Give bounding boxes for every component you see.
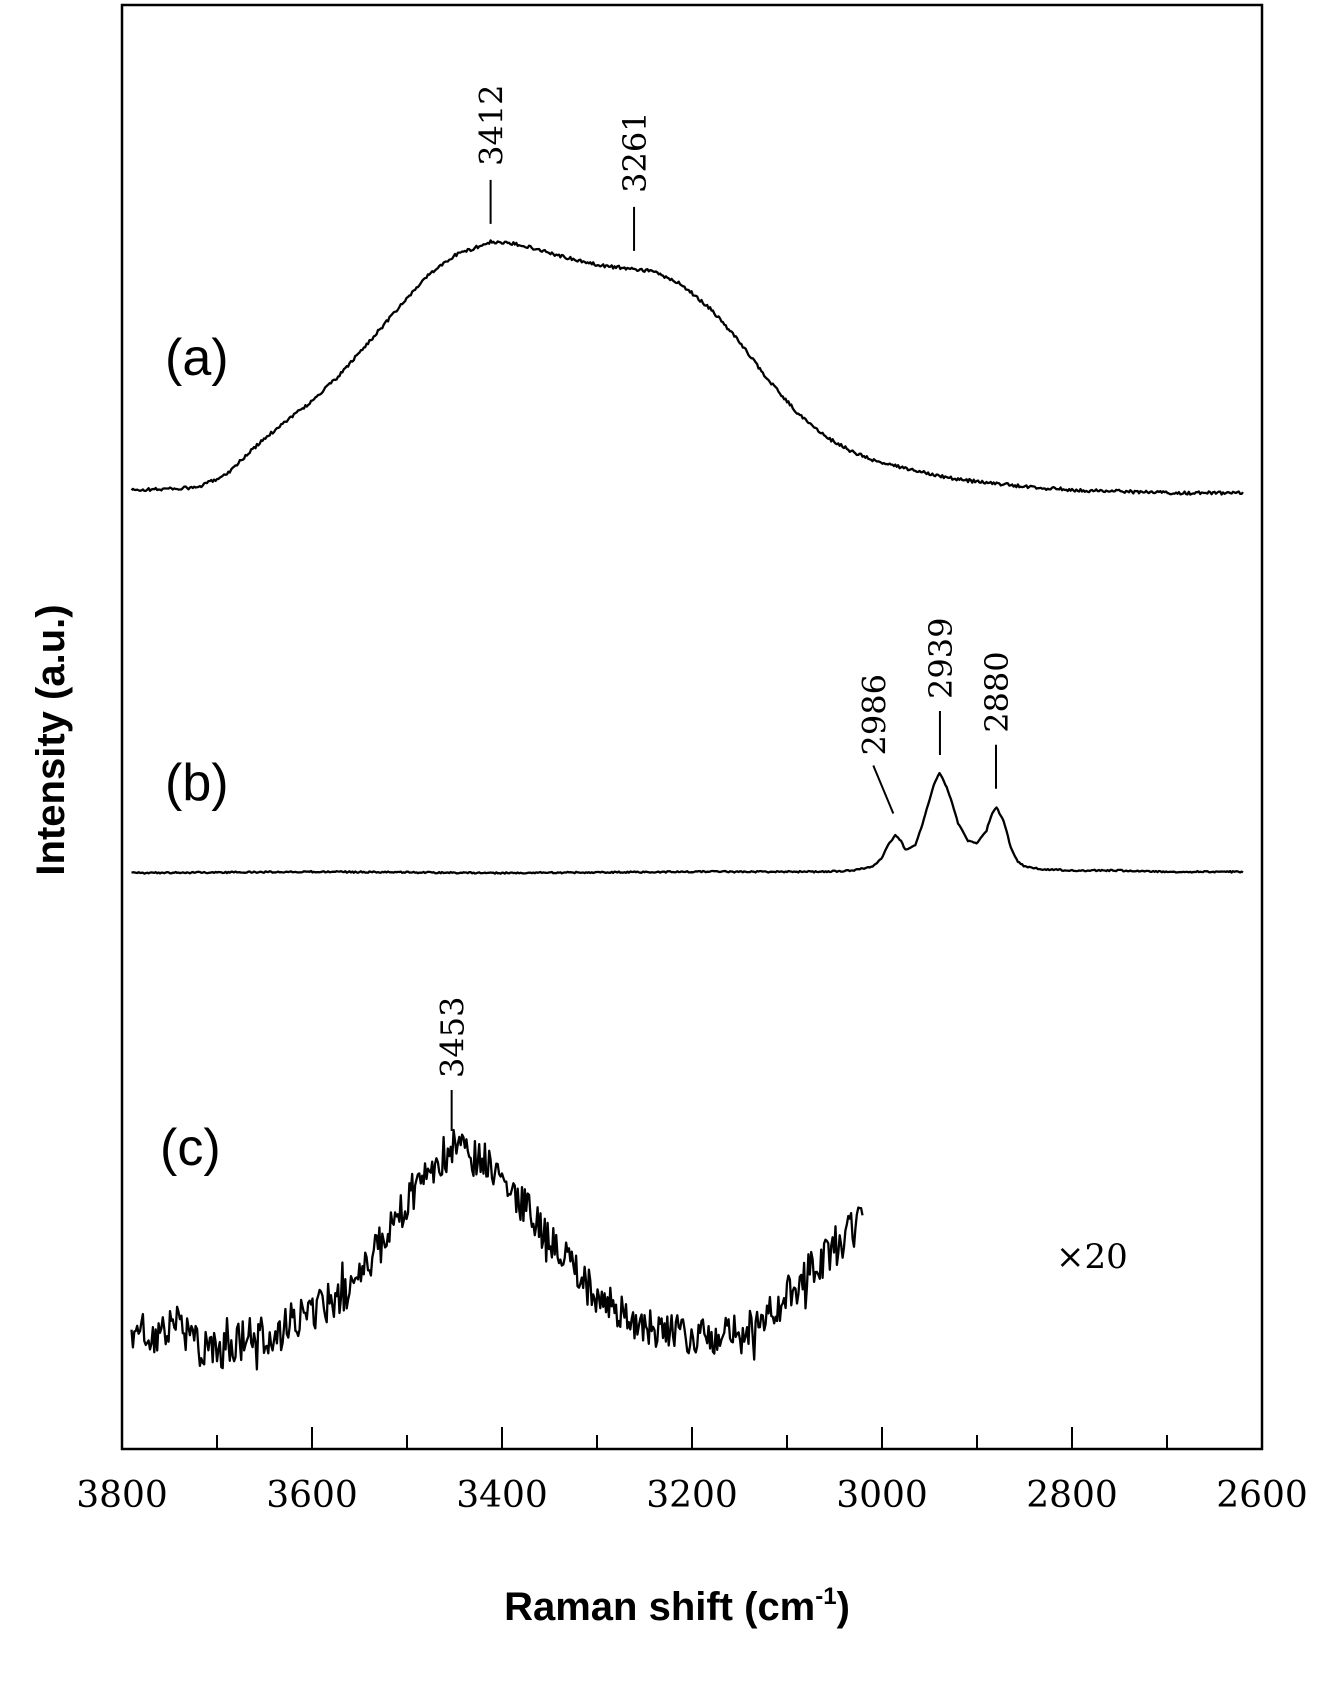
x-tick-label: 3400 <box>456 1475 548 1516</box>
panel-label: (c) <box>160 1119 221 1177</box>
spectrum-trace <box>131 771 1244 875</box>
x-axis-title-main: Raman shift (cm <box>504 1585 815 1629</box>
peak-annotations: 3412 3261 2986 2939 2880 3453 <box>434 84 1016 1131</box>
peak-label: 2986 <box>855 674 893 755</box>
scale-factor-annotation: ×20 <box>1056 1237 1128 1277</box>
peak-label: 3412 <box>473 84 511 165</box>
x-tick-label: 2600 <box>1216 1475 1308 1516</box>
x-tick-label: 3600 <box>266 1475 358 1516</box>
peak-leader-line <box>872 765 895 814</box>
x-tick-label: 3800 <box>76 1475 168 1516</box>
x-tick-label: 3200 <box>646 1475 738 1516</box>
spectrum-trace <box>130 239 1244 496</box>
x-tick-label: 3000 <box>836 1475 928 1516</box>
x-axis-title-superscript: -1 <box>815 1583 836 1610</box>
spectra <box>130 239 1244 1371</box>
panel-label: (a) <box>165 329 229 387</box>
peak-label: 3453 <box>434 997 472 1078</box>
y-axis-title: Intensity (a.u.) <box>29 604 73 875</box>
x-axis-ticks <box>121 1427 1263 1449</box>
spectrum-trace <box>130 1128 864 1371</box>
x-axis-title: Raman shift (cm-1) <box>504 1583 850 1629</box>
panel-label: (b) <box>165 754 229 812</box>
x-axis-title-close: ) <box>837 1585 850 1629</box>
plot-frame <box>120 3 1264 1451</box>
x-axis-tick-labels: 3800 3600 3400 3200 3000 2800 2600 <box>76 1475 1308 1516</box>
peak-label: 3261 <box>616 111 654 192</box>
peak-label: 2939 <box>922 618 960 699</box>
peak-label: 2880 <box>978 651 1016 732</box>
x-tick-label: 2800 <box>1026 1475 1118 1516</box>
panel-labels: (a) (b) (c) ×20 <box>160 329 1128 1277</box>
